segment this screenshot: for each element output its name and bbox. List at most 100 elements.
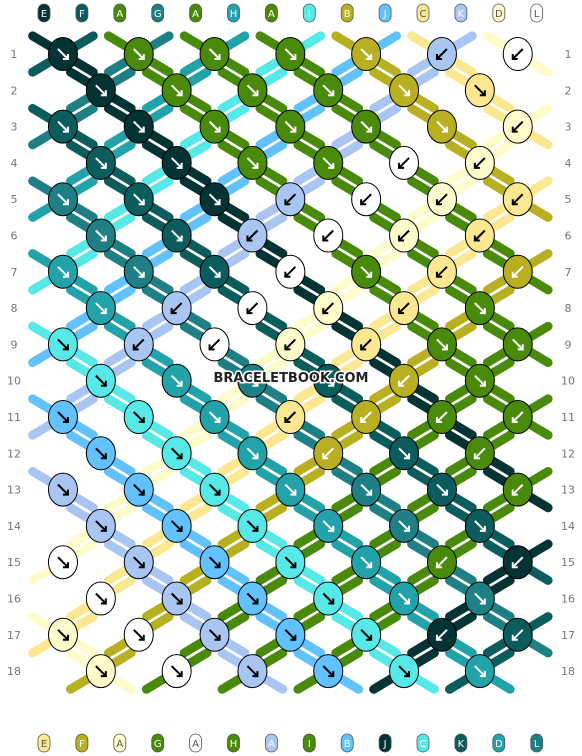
arrow-head-icon <box>441 126 448 133</box>
string-letter-bottom: L <box>534 739 540 750</box>
knot <box>426 327 457 362</box>
arrow-head-icon <box>366 634 373 641</box>
knot <box>85 654 116 689</box>
knot <box>123 37 154 71</box>
row-number-right: 7 <box>565 266 572 279</box>
arrow-down-left-icon <box>512 556 524 568</box>
arrow-down-right-icon <box>133 193 145 205</box>
arrow-down-right-icon <box>170 520 183 532</box>
string-top-cap <box>416 3 430 23</box>
string-letter-bottom: B <box>344 739 351 750</box>
knot <box>502 472 533 507</box>
arrow-head-icon <box>328 671 335 678</box>
knot <box>275 37 306 71</box>
arrow-down-right-icon <box>57 411 69 423</box>
arrow-down-right-icon <box>360 483 372 496</box>
arrow-head-icon <box>290 489 297 496</box>
arrow-head-icon <box>138 54 145 60</box>
arrow-down-right-icon <box>95 520 107 532</box>
arrow-down-right-icon <box>360 120 372 133</box>
arrow-head-icon <box>473 162 480 169</box>
string-letter-bottom: J <box>383 739 387 750</box>
arrow-down-right-icon <box>436 120 448 133</box>
knot <box>47 400 78 434</box>
knot <box>464 654 495 689</box>
arrow-head-icon <box>290 54 297 60</box>
arrow-head-icon <box>366 562 373 569</box>
arrow-down-right-icon <box>246 374 259 387</box>
knot <box>237 508 268 543</box>
arrow-down-left-icon <box>436 193 448 205</box>
string-letter-top: E <box>41 9 47 20</box>
arrow-down-right-icon <box>208 266 221 278</box>
arrow-down-right-icon <box>95 84 107 97</box>
arrow-head-icon <box>100 525 107 532</box>
row-number-left: 2 <box>11 84 18 97</box>
arrow-down-right-icon <box>284 556 297 568</box>
arrow-down-right-icon <box>170 374 183 387</box>
knot <box>502 37 533 71</box>
knot <box>123 109 154 144</box>
arrow-head-icon <box>138 634 145 641</box>
arrow-down-right-icon <box>284 120 297 133</box>
arrow-down-left-icon <box>322 302 334 314</box>
arrow-head-icon <box>214 562 221 569</box>
arrow-down-right-icon <box>474 302 486 314</box>
knot <box>313 581 344 616</box>
arrow-down-right-icon <box>57 48 69 60</box>
arrow-head-icon <box>360 344 367 351</box>
knot <box>237 436 268 471</box>
arrow-head-icon <box>100 598 107 605</box>
knot <box>464 436 495 471</box>
string-top-cap <box>37 3 51 23</box>
knot-grid <box>47 37 533 689</box>
arrow-down-right-icon <box>133 483 145 496</box>
arrow-down-right-icon <box>170 665 183 677</box>
knot <box>161 654 192 689</box>
arrow-head-icon <box>252 380 259 387</box>
knot <box>313 73 344 108</box>
knot <box>275 109 306 144</box>
string-letter-bottom: F <box>79 739 85 750</box>
arrow-down-right-icon <box>360 556 372 568</box>
arrow-head-icon <box>322 235 329 242</box>
knot <box>426 545 457 580</box>
row-number-left: 18 <box>7 665 21 678</box>
arrow-head-icon <box>214 271 221 278</box>
string-top-cap <box>454 3 468 23</box>
knot <box>464 363 495 398</box>
arrow-down-left-icon <box>474 229 486 242</box>
string-letter-top: G <box>154 9 162 20</box>
knot <box>85 218 116 253</box>
knot <box>351 617 382 652</box>
arrow-head-icon <box>511 562 518 569</box>
string-top-cap <box>189 3 203 23</box>
knot <box>47 109 78 144</box>
arrow-head-icon <box>398 380 405 387</box>
knot <box>199 617 230 652</box>
row-number-right: 5 <box>565 193 572 206</box>
knot <box>389 218 420 253</box>
arrow-head-icon <box>435 634 442 641</box>
arrow-head-icon <box>511 199 518 206</box>
knot <box>502 327 533 362</box>
knot <box>426 182 457 217</box>
arrow-down-right-icon <box>208 556 221 568</box>
arrow-head-icon <box>138 417 145 423</box>
string-bottom-cap <box>492 733 506 753</box>
arrow-down-right-icon <box>360 266 372 278</box>
knot <box>275 254 306 289</box>
arrow-down-right-icon <box>170 229 183 242</box>
arrow-down-right-icon <box>284 483 297 496</box>
arrow-down-right-icon <box>322 520 334 532</box>
arrow-down-right-icon <box>95 229 107 242</box>
string-letter-top: L <box>534 9 540 20</box>
arrow-head-icon <box>404 90 411 97</box>
arrow-down-right-icon <box>398 447 410 460</box>
knot <box>275 545 306 580</box>
arrow-head-icon <box>100 453 107 460</box>
string-letter-bottom: E <box>41 739 47 750</box>
arrow-head-icon <box>322 308 329 315</box>
knot <box>313 436 344 471</box>
knot <box>85 363 116 398</box>
